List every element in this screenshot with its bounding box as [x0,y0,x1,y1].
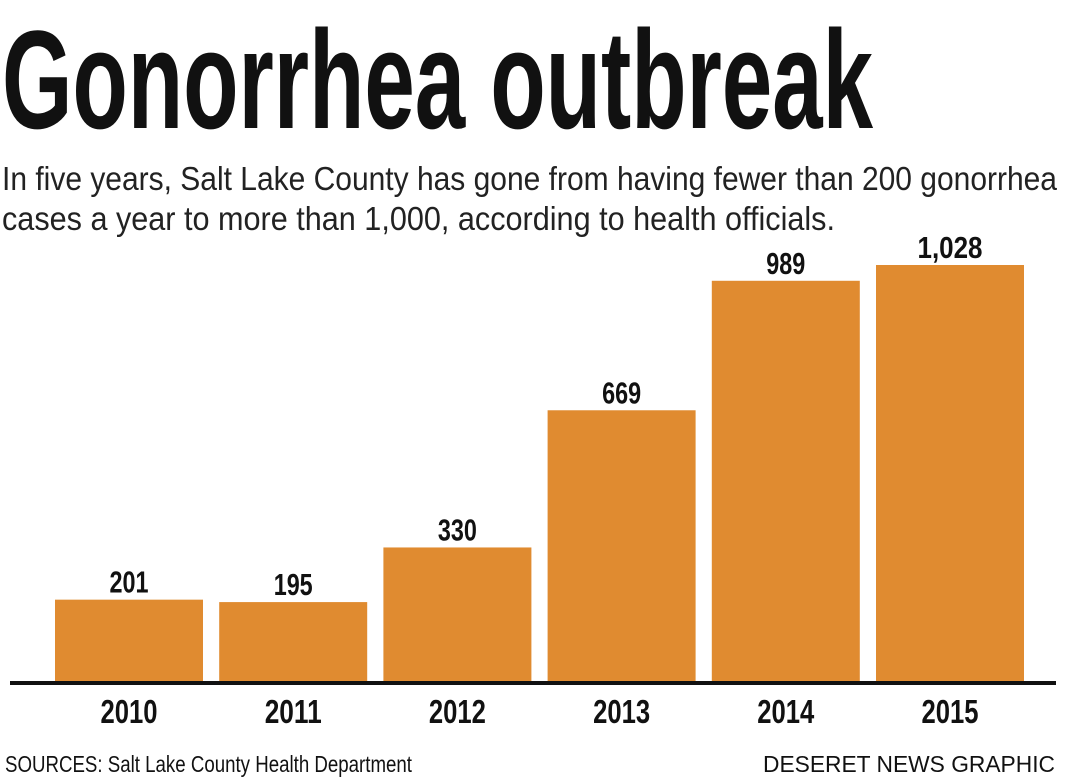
bar-2015 [876,265,1024,681]
bar-2012 [383,547,532,681]
x-tick-label-2010: 2010 [101,693,158,730]
source-note: SOURCES: Salt Lake County Health Departm… [5,751,412,777]
data-label-2013: 669 [602,375,641,410]
x-tick-label-2014: 2014 [757,693,814,730]
data-label-2015: 1,028 [918,230,983,265]
bars-group: 201 2010 195 2011 330 2012 669 2013 989 2014 1,028… [55,230,1024,730]
bar-2014 [711,280,860,681]
x-tick-label-2015: 2015 [922,693,979,730]
x-tick-label-2013: 2013 [593,693,650,730]
data-label-2014: 989 [766,246,805,281]
credit-note: DESERET NEWS GRAPHIC [763,751,1055,777]
x-tick-label-2011: 2011 [265,693,322,730]
chart-title: Gonorrhea outbreak [2,1,873,158]
bar-2011 [219,602,368,681]
data-label-2010: 201 [110,565,149,600]
bar-2013 [547,410,696,681]
subtitle-line-1: In five years, Salt Lake County has gone… [2,160,1058,197]
subtitle-line-2: cases a year to more than 1,000, accordi… [2,200,835,237]
data-label-2012: 330 [438,512,477,547]
data-label-2011: 195 [274,567,313,602]
bar-2010 [55,599,203,681]
x-tick-label-2012: 2012 [429,693,486,730]
